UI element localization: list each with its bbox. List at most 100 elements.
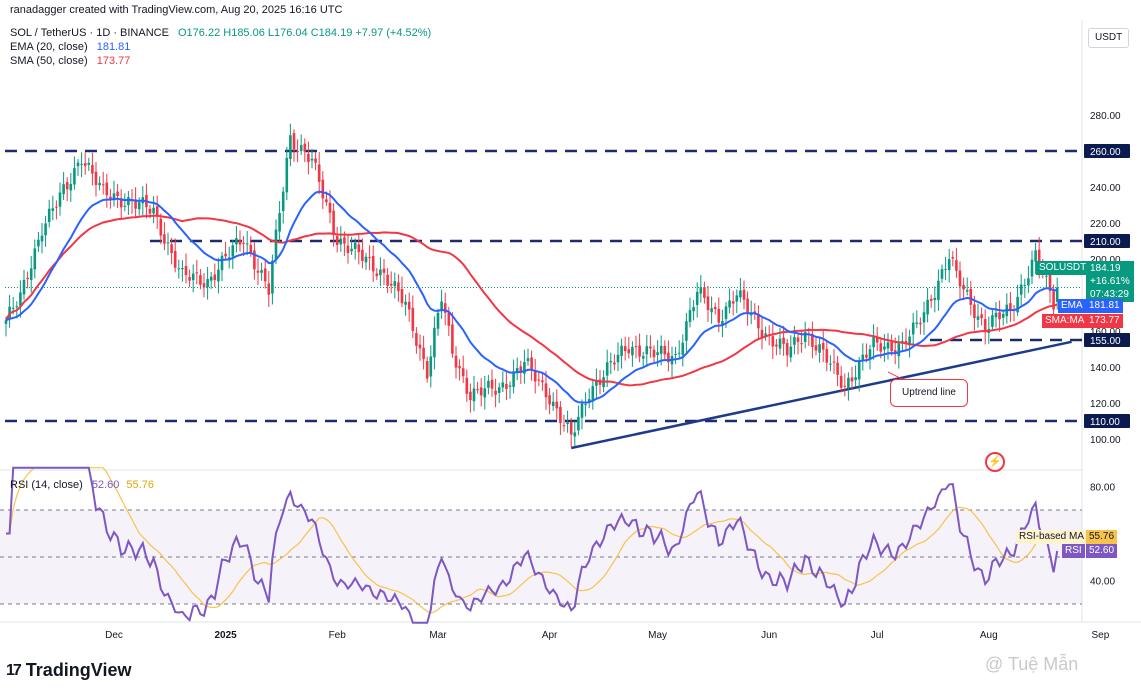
candle-body [569,422,573,435]
rsi-ma-legend-value: 55.76 [126,479,154,491]
candle-body [933,297,937,301]
candle-body [386,274,389,286]
candle-body [220,255,224,271]
candle-body [69,183,73,191]
candle-body [325,199,328,203]
candle-body [191,273,195,281]
time-tick-label: Mar [429,630,447,641]
ema-price-label: 181.81 [1086,299,1123,313]
candle-body [1001,313,1005,318]
candle-body [137,202,141,210]
candle-body [1009,303,1012,310]
candle-body [677,352,681,354]
candle-body [1030,259,1034,277]
candle-body [202,283,206,288]
candle-body [249,244,253,253]
candle-body [937,280,940,300]
candle-body [861,354,865,360]
candle-body [634,346,638,348]
level-label-bg [1084,414,1130,428]
candle-body [422,347,425,360]
currency-button[interactable]: USDT [1088,28,1130,48]
candle-body [818,344,821,353]
watermark: @ Tuệ Mẫn [985,654,1079,674]
candle-body [681,342,685,355]
candle-body [908,336,911,346]
candle-body [814,345,818,351]
candle-body [620,345,623,357]
candle-body [375,273,379,277]
candle-body [836,362,839,375]
candle-body [278,213,281,232]
candle-body [260,270,263,273]
candle-body [321,179,325,199]
candle-body [47,208,51,223]
candle-body [998,312,1001,320]
candle-body [994,312,998,318]
candle-body [303,143,307,152]
time-tick-label: Apr [542,630,558,641]
candle-body [951,257,955,259]
candle-body [328,202,332,213]
candle-body [65,182,69,190]
candle-body [425,361,429,379]
candle-body [775,344,778,347]
rsi-ma-price-label: 55.76 [1086,530,1118,544]
candle-body [253,250,256,270]
candle-body [44,223,47,236]
candle-body [127,197,130,206]
candle-body [195,272,199,274]
price-tick-label: 220.00 [1090,219,1121,230]
candle-body [746,298,749,314]
candle-body [508,385,512,387]
bar-countdown: 07:43:29 [1090,289,1129,300]
candle-body [443,303,447,313]
candle-body [883,346,886,350]
candle-body [433,327,436,358]
candle-body [1034,250,1037,262]
candle-body [238,240,242,245]
candle-body [825,349,829,363]
candle-body [465,377,469,394]
candle-body [181,268,184,270]
candle-body [591,386,595,401]
price-tick-label: 100.00 [1090,435,1121,446]
candle-body [875,337,879,343]
candle-body [163,234,166,244]
candle-body [1027,278,1030,286]
candle-body [80,163,83,165]
candle-body [11,307,15,309]
candle-body [33,248,37,270]
candle-body [440,301,443,311]
level-label: 155.00 [1090,336,1121,347]
candle-body [310,158,314,161]
candle-body [764,333,767,336]
candle-body [209,276,213,281]
candle-body [843,385,847,387]
candle-body [674,353,677,355]
candle-body [494,390,497,395]
candle-body [379,269,382,276]
candle-body [627,349,631,354]
candle-body [555,401,559,409]
candle-body [98,182,101,186]
candle-body [537,379,541,381]
candle-body [364,256,368,263]
candle-body [479,387,483,396]
candle-body [134,199,137,209]
ema-legend-value: 181.81 [96,41,131,53]
candle-body [94,171,98,186]
candle-body [893,350,897,355]
candle-body [519,366,523,372]
candle-body [224,253,227,257]
candle-body [1048,274,1052,291]
candle-body [865,354,868,358]
time-tick-label: Feb [329,630,347,641]
candle-body [659,345,663,354]
lightning-icon[interactable]: ⚡ [985,452,1005,472]
candle-body [501,382,505,388]
candle-body [688,310,692,322]
candle-body [314,158,317,163]
candle-body [616,354,620,363]
